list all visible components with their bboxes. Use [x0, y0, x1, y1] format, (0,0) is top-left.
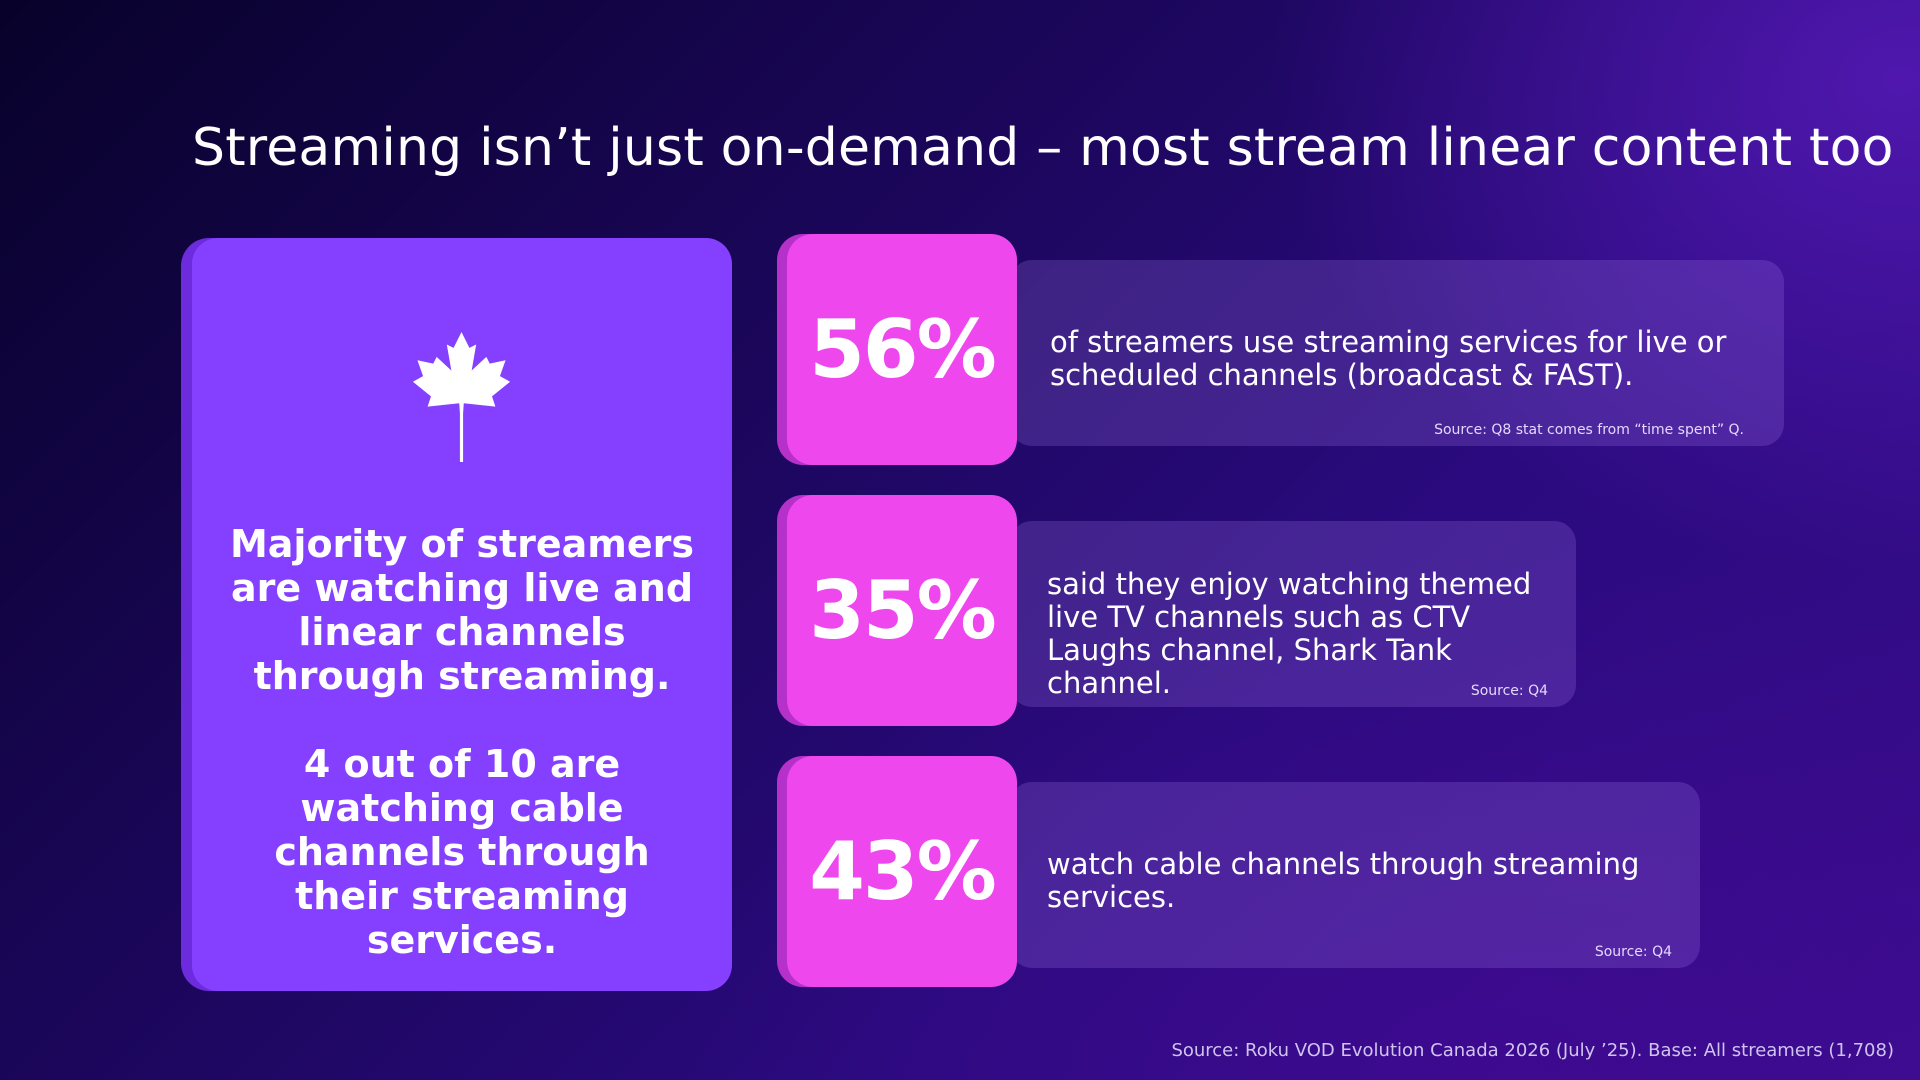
stat-source-3: Source: Q4	[1594, 944, 1672, 960]
stat-box-3: 43%	[787, 756, 1017, 987]
stat-panel-3	[1010, 782, 1700, 968]
stat-source-1: Source: Q8 stat comes from “time spent” …	[1434, 422, 1744, 438]
stat-box-1: 56%	[787, 234, 1017, 465]
summary-text: Majority of streamers are watching live …	[222, 522, 702, 962]
stat-source-2: Source: Q4	[1470, 683, 1548, 699]
footer-source: Source: Roku VOD Evolution Canada 2026 (…	[1171, 1040, 1894, 1061]
stat-value-2: 35%	[809, 564, 996, 657]
stat-text-2: said they enjoy watching themed live TV …	[1047, 567, 1532, 700]
maple-leaf-icon	[412, 332, 511, 462]
page-title: Streaming isn’t just on-demand – most st…	[192, 118, 1894, 178]
summary-paragraph-1: Majority of streamers are watching live …	[229, 522, 695, 698]
stat-panel-2	[1010, 521, 1576, 707]
stat-box-2: 35%	[787, 495, 1017, 726]
stat-panel-1	[1010, 260, 1784, 446]
stat-text-3: watch cable channels through streaming s…	[1047, 847, 1640, 914]
stat-value-3: 43%	[809, 825, 996, 918]
stat-value-1: 56%	[809, 303, 996, 396]
stat-text-1: of streamers use streaming services for …	[1050, 325, 1727, 392]
summary-paragraph-2: 4 out of 10 are watching cable channels …	[274, 742, 650, 962]
